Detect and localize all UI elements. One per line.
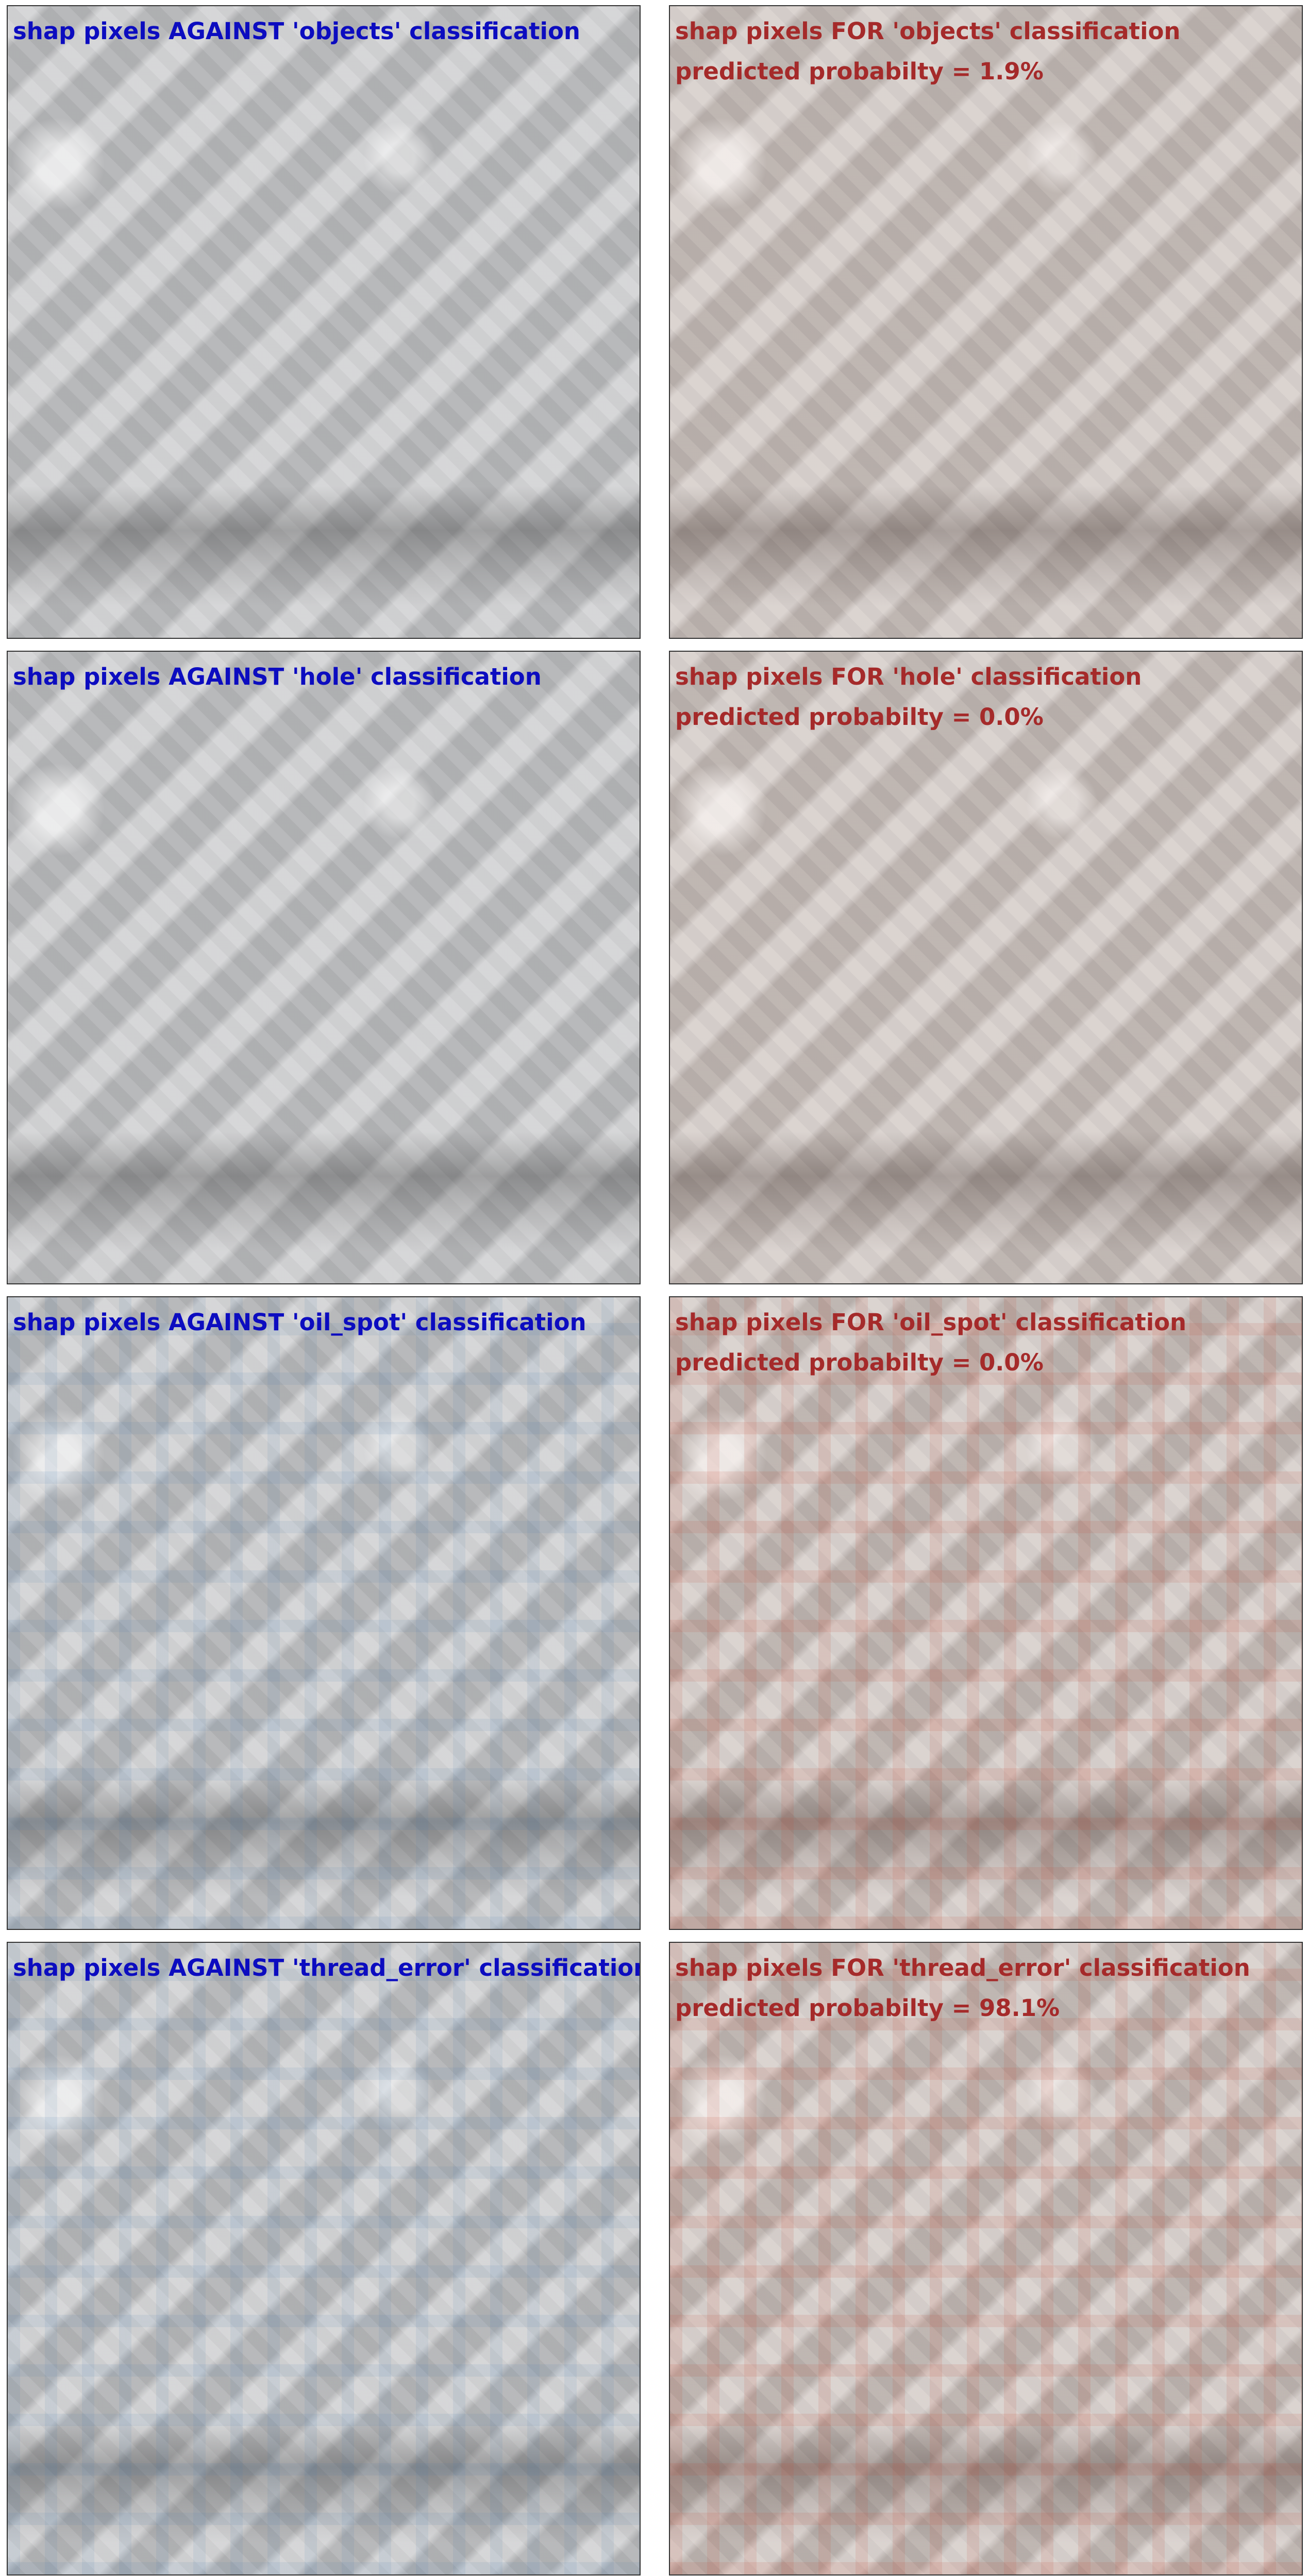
panel-title: shap pixels AGAINST 'hole' classificatio… (13, 663, 542, 690)
for-panel: shap pixels FOR 'hole' classification pre… (669, 651, 1303, 1284)
against-panel: shap pixels AGAINST 'objects' classifica… (7, 5, 641, 639)
shap-overlay (8, 1943, 640, 2574)
panel-title: shap pixels AGAINST 'thread_error' class… (13, 1954, 641, 1981)
panel-title: shap pixels FOR 'thread_error' classific… (675, 1954, 1250, 1981)
heatmap-image (8, 652, 640, 1283)
for-panel: shap pixels FOR 'thread_error' classific… (669, 1942, 1303, 2575)
probability-label: predicted probabilty = 0.0% (675, 1349, 1044, 1376)
heatmap-image (8, 6, 640, 638)
panel-title: shap pixels AGAINST 'objects' classifica… (13, 18, 580, 45)
heatmap-image (670, 652, 1302, 1283)
probability-label: predicted probabilty = 98.1% (675, 1994, 1060, 2022)
panel-title: shap pixels AGAINST 'oil_spot' classific… (13, 1309, 586, 1336)
against-panel: shap pixels AGAINST 'oil_spot' classific… (7, 1296, 641, 1930)
probability-label: predicted probabilty = 1.9% (675, 58, 1044, 85)
shap-overlay (670, 1297, 1302, 1929)
shap-overlay (670, 1943, 1302, 2574)
heatmap-image (670, 1943, 1302, 2574)
shap-overlay (8, 1297, 640, 1929)
panel-title: shap pixels FOR 'hole' classification (675, 663, 1142, 690)
heatmap-image (8, 1297, 640, 1929)
heatmap-image (670, 6, 1302, 638)
heatmap-image (670, 1297, 1302, 1929)
against-panel: shap pixels AGAINST 'thread_error' class… (7, 1942, 641, 2575)
panel-title: shap pixels FOR 'objects' classification (675, 18, 1181, 45)
for-panel: shap pixels FOR 'objects' classification… (669, 5, 1303, 639)
heatmap-image (8, 1943, 640, 2574)
for-panel: shap pixels FOR 'oil_spot' classificatio… (669, 1296, 1303, 1930)
probability-label: predicted probabilty = 0.0% (675, 703, 1044, 731)
panel-title: shap pixels FOR 'oil_spot' classificatio… (675, 1309, 1187, 1336)
against-panel: shap pixels AGAINST 'hole' classificatio… (7, 651, 641, 1284)
